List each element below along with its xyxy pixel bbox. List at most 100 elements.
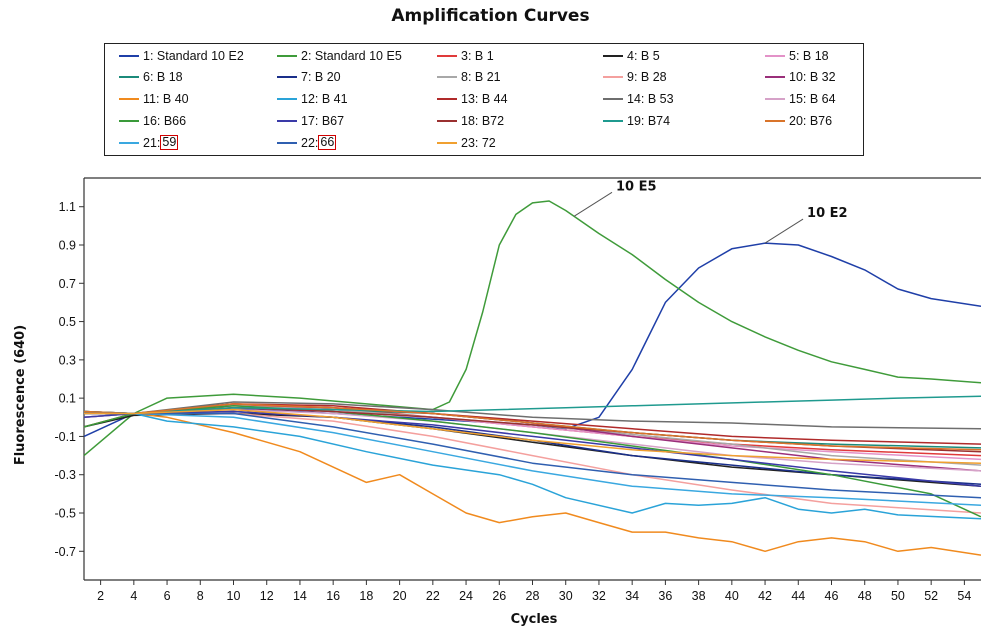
legend-label-highlight: 59 (160, 135, 179, 150)
y-tick-label: -0.1 (54, 430, 76, 444)
legend-item: 13: B 44 (437, 90, 508, 107)
series-line-14 (83, 401, 981, 430)
x-tick-label: 14 (293, 589, 307, 603)
y-tick-label: 0.3 (59, 353, 76, 367)
series-line-12 (84, 412, 981, 520)
x-tick-label: 40 (725, 589, 739, 603)
legend-item: 5: B 18 (765, 47, 829, 64)
legend-item: 4: B 5 (603, 47, 660, 64)
legend-item: 16: B66 (119, 112, 186, 129)
y-axis-label: Fluorescence (640) (13, 325, 28, 465)
x-axis-label: Cycles (511, 612, 558, 627)
legend-label: 22: (301, 135, 319, 150)
legend-label: 20: B76 (789, 113, 833, 128)
legend-label: 11: B 40 (143, 91, 189, 106)
x-tick-label: 26 (492, 589, 506, 603)
x-tick-label: 52 (924, 589, 938, 603)
series-line-16 (83, 405, 981, 518)
legend-swatch (603, 119, 623, 122)
x-tick-label: 30 (559, 589, 573, 603)
legend-label: 2: Standard 10 E5 (301, 48, 402, 63)
legend-label: 18: B72 (461, 113, 505, 128)
annotation-leader (764, 218, 804, 244)
legend-swatch (277, 75, 297, 78)
x-tick-label: 50 (891, 589, 905, 603)
series-line-1 (83, 242, 981, 438)
series-line-19 (83, 395, 981, 415)
legend-label: 21: (143, 135, 161, 150)
legend-swatch (437, 141, 457, 144)
x-tick-label: 54 (957, 589, 971, 603)
legend-item: 11: B 40 (119, 90, 189, 107)
annotation-label: 10 E2 (807, 206, 848, 221)
legend-swatch (277, 141, 297, 144)
x-tick-label: 44 (791, 589, 805, 603)
legend-item: 6: B 18 (119, 68, 183, 85)
series-line-21 (84, 412, 981, 507)
x-tick-label: 28 (526, 589, 540, 603)
annotation-label: 10 E5 (616, 179, 657, 194)
x-tick-label: 46 (825, 589, 839, 603)
legend-item: 17: B67 (277, 112, 344, 129)
legend-swatch (765, 75, 785, 78)
legend-item: 12: B 41 (277, 90, 348, 107)
legend-swatch (119, 97, 139, 100)
legend-label: 1: Standard 10 E2 (143, 48, 244, 63)
legend-swatch (437, 54, 457, 57)
x-tick-label: 48 (858, 589, 872, 603)
legend-label: 10: B 32 (789, 69, 836, 84)
legend-label: 16: B66 (143, 113, 187, 128)
legend-label: 15: B 64 (789, 91, 836, 106)
legend-label: 6: B 18 (143, 69, 183, 84)
legend-swatch (603, 54, 623, 57)
legend-swatch (765, 97, 785, 100)
series-line-22 (84, 412, 981, 499)
legend-item: 8: B 21 (437, 68, 501, 85)
legend-label: 5: B 18 (789, 48, 829, 63)
x-tick-label: 10 (227, 589, 241, 603)
legend-label-highlight: 66 (318, 135, 337, 150)
x-tick-label: 42 (758, 589, 772, 603)
series-line-5 (84, 406, 981, 461)
legend-item: 9: B 28 (603, 68, 667, 85)
series-line-2 (83, 200, 981, 457)
legend-swatch (119, 141, 139, 144)
series-line-4 (83, 412, 981, 487)
y-tick-label: -0.7 (54, 545, 76, 559)
legend-swatch (765, 54, 785, 57)
x-tick-label: 6 (164, 589, 171, 603)
x-tick-label: 12 (260, 589, 274, 603)
legend-swatch (119, 54, 139, 57)
x-tick-label: 38 (692, 589, 706, 603)
x-tick-label: 32 (592, 589, 606, 603)
legend-label: 12: B 41 (301, 91, 348, 106)
y-tick-label: 1.1 (59, 200, 76, 214)
series-line-23 (84, 408, 981, 464)
chart-title: Amplification Curves (391, 6, 590, 26)
legend-label: 19: B74 (627, 113, 671, 128)
legend-swatch (119, 75, 139, 78)
y-tick-label: -0.3 (54, 468, 76, 482)
legend-swatch (437, 119, 457, 122)
y-tick-label: -0.5 (54, 507, 76, 521)
x-tick-label: 2 (97, 589, 104, 603)
legend-label: 3: B 1 (461, 48, 494, 63)
legend-label: 7: B 20 (301, 69, 341, 84)
legend-label: 13: B 44 (461, 91, 508, 106)
legend-item: 20: B76 (765, 112, 832, 129)
legend-swatch (277, 54, 297, 57)
legend-item: 10: B 32 (765, 68, 836, 85)
legend-item: 22: 66 (277, 134, 337, 151)
legend-item: 2: Standard 10 E5 (277, 47, 402, 64)
legend-swatch (603, 97, 623, 100)
legend-swatch (437, 75, 457, 78)
series-line-20 (83, 403, 981, 451)
x-tick-label: 20 (393, 589, 407, 603)
x-tick-label: 36 (658, 589, 672, 603)
legend-label: 9: B 28 (627, 69, 667, 84)
legend-item: 18: B72 (437, 112, 504, 129)
legend-item: 21: 59 (119, 134, 179, 151)
y-tick-label: 0.5 (59, 315, 76, 329)
legend-item: 7: B 20 (277, 68, 341, 85)
legend-swatch (765, 119, 785, 122)
